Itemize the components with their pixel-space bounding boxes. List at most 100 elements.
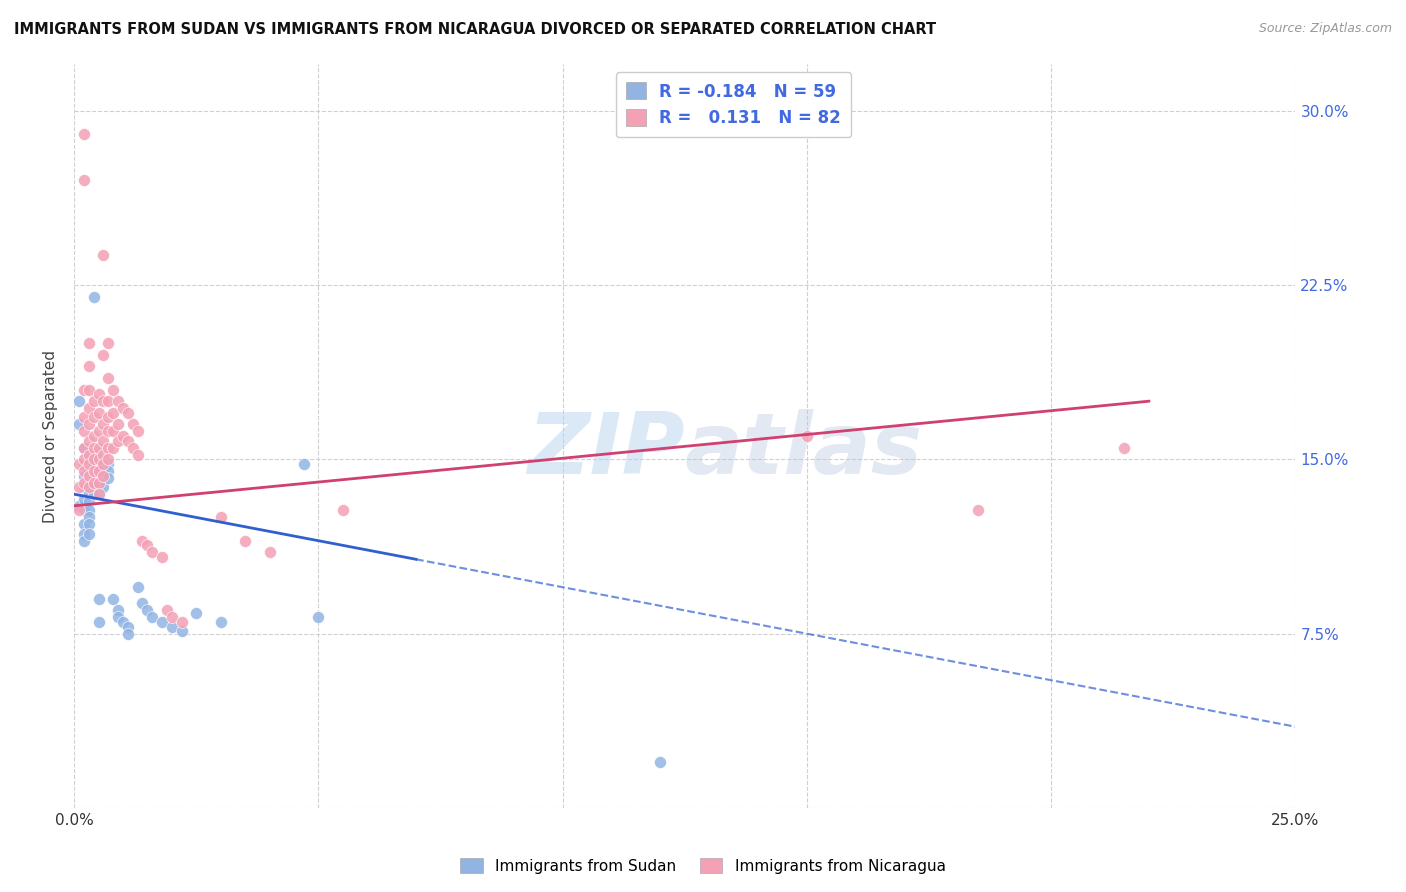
Point xyxy=(97,464,120,478)
Point xyxy=(131,533,153,548)
Point xyxy=(73,517,96,532)
Point xyxy=(77,503,100,517)
Point xyxy=(101,591,124,606)
Point xyxy=(93,417,115,432)
Point xyxy=(150,615,173,629)
Point xyxy=(77,517,100,532)
Point xyxy=(87,471,110,485)
Point xyxy=(107,610,129,624)
Point xyxy=(83,429,105,443)
Point xyxy=(332,503,354,517)
Point xyxy=(87,480,110,494)
Point xyxy=(127,425,149,439)
Point xyxy=(73,457,96,471)
Point xyxy=(87,425,110,439)
Point xyxy=(259,545,281,559)
Point xyxy=(77,448,100,462)
Point xyxy=(127,448,149,462)
Point xyxy=(87,387,110,401)
Point xyxy=(77,434,100,448)
Point xyxy=(93,348,115,362)
Point xyxy=(101,406,124,420)
Point xyxy=(117,620,139,634)
Point xyxy=(93,394,115,409)
Point xyxy=(73,452,96,467)
Point xyxy=(170,624,193,639)
Point xyxy=(83,487,105,501)
Point xyxy=(83,457,105,471)
Point xyxy=(77,401,100,416)
Point xyxy=(73,464,96,478)
Point xyxy=(83,410,105,425)
Point xyxy=(107,603,129,617)
Point xyxy=(97,336,120,351)
Point xyxy=(67,457,90,471)
Point xyxy=(93,468,115,483)
Point xyxy=(83,464,105,478)
Point xyxy=(77,448,100,462)
Point xyxy=(101,425,124,439)
Point xyxy=(97,425,120,439)
Point xyxy=(170,615,193,629)
Point xyxy=(73,173,96,187)
Point xyxy=(77,417,100,432)
Point xyxy=(141,610,163,624)
Text: ZIP: ZIP xyxy=(527,409,685,492)
Point xyxy=(117,626,139,640)
Point xyxy=(77,464,100,478)
Point xyxy=(87,457,110,471)
Point xyxy=(87,464,110,478)
Point xyxy=(150,549,173,564)
Point xyxy=(97,371,120,385)
Point xyxy=(83,441,105,455)
Point xyxy=(87,487,110,501)
Point xyxy=(67,394,90,409)
Text: IMMIGRANTS FROM SUDAN VS IMMIGRANTS FROM NICARAGUA DIVORCED OR SEPARATED CORRELA: IMMIGRANTS FROM SUDAN VS IMMIGRANTS FROM… xyxy=(14,22,936,37)
Point xyxy=(77,494,100,508)
Point xyxy=(73,533,96,548)
Point xyxy=(77,457,100,471)
Point xyxy=(101,441,124,455)
Point xyxy=(796,429,818,443)
Point xyxy=(77,457,100,471)
Point xyxy=(209,510,232,524)
Point xyxy=(83,475,105,490)
Legend: R = -0.184   N = 59, R =   0.131   N = 82: R = -0.184 N = 59, R = 0.131 N = 82 xyxy=(616,72,851,137)
Point xyxy=(73,526,96,541)
Point xyxy=(77,336,100,351)
Point xyxy=(67,499,90,513)
Point xyxy=(67,417,90,432)
Point xyxy=(107,394,129,409)
Point xyxy=(83,464,105,478)
Point xyxy=(97,471,120,485)
Point xyxy=(117,406,139,420)
Point xyxy=(111,615,134,629)
Point xyxy=(73,383,96,397)
Point xyxy=(93,448,115,462)
Point xyxy=(107,417,129,432)
Point xyxy=(136,538,159,552)
Point xyxy=(121,417,143,432)
Point xyxy=(77,487,100,501)
Point xyxy=(73,468,96,483)
Point xyxy=(73,475,96,490)
Legend: Immigrants from Sudan, Immigrants from Nicaragua: Immigrants from Sudan, Immigrants from N… xyxy=(454,852,952,880)
Point xyxy=(73,441,96,455)
Point xyxy=(1114,441,1136,455)
Point xyxy=(83,471,105,485)
Point xyxy=(136,603,159,617)
Text: Source: ZipAtlas.com: Source: ZipAtlas.com xyxy=(1258,22,1392,36)
Point xyxy=(83,394,105,409)
Point xyxy=(307,610,329,624)
Point xyxy=(93,434,115,448)
Point xyxy=(87,406,110,420)
Point xyxy=(77,468,100,483)
Point xyxy=(77,471,100,485)
Point xyxy=(73,127,96,141)
Point xyxy=(111,429,134,443)
Point xyxy=(97,457,120,471)
Point xyxy=(73,491,96,506)
Point xyxy=(83,452,105,467)
Point xyxy=(97,441,120,455)
Point xyxy=(93,248,115,262)
